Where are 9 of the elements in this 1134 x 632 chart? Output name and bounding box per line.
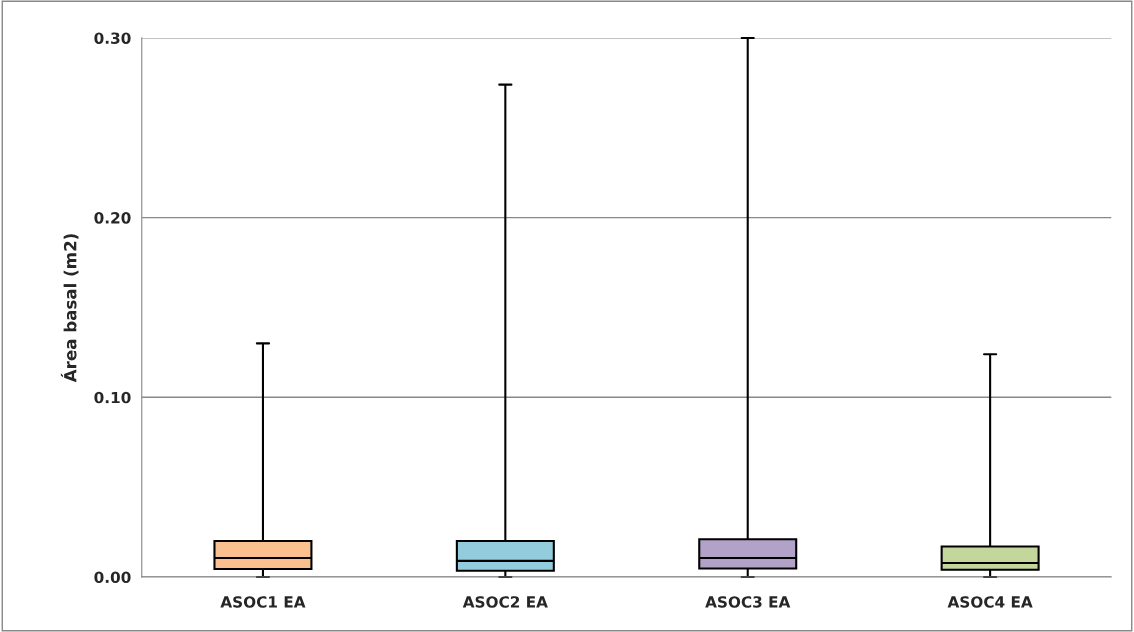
x-tick-label: ASOC3 EA: [705, 596, 791, 608]
x-tick-label: ASOC1 EA: [220, 596, 306, 608]
y-tick-label: 0.10: [94, 391, 131, 404]
y-tick-label: 0.00: [94, 571, 131, 584]
y-tick-label: 0.30: [94, 32, 131, 44]
y-tick-label: 0.20: [94, 212, 131, 224]
x-tick-label: ASOC2 EA: [462, 596, 548, 608]
x-tick-label: ASOC4 EA: [947, 596, 1033, 608]
y-axis-title: Área basal (m2): [60, 234, 79, 383]
